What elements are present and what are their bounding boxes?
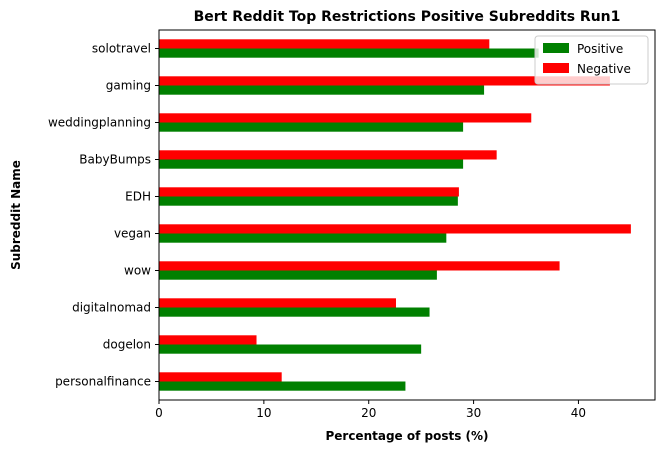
bar-positive-weddingplanning [159, 122, 464, 132]
bar-positive-EDH [159, 196, 458, 206]
x-axis-label: Percentage of posts (%) [325, 429, 488, 443]
bar-negative-digitalnomad [159, 298, 396, 308]
bar-negative-wow [159, 261, 560, 271]
bar-positive-wow [159, 270, 437, 280]
bar-positive-personalfinance [159, 381, 406, 391]
y-tick-label: gaming [106, 79, 151, 93]
bar-negative-solotravel [159, 39, 490, 49]
legend: Positive Negative [534, 35, 649, 85]
x-axis-ticks: 0 10 20 30 40 [155, 400, 586, 420]
bar-negative-gaming [159, 76, 610, 86]
y-tick-label: solotravel [92, 42, 151, 56]
bar-positive-gaming [159, 85, 485, 95]
bar-positive-solotravel [159, 48, 539, 58]
bar-negative-personalfinance [159, 372, 282, 382]
y-tick-label: digitalnomad [72, 301, 151, 315]
bar-positive-dogelon [159, 344, 422, 354]
legend-swatch-positive [543, 43, 569, 53]
bar-positive-vegan [159, 233, 447, 243]
bar-positive-digitalnomad [159, 307, 430, 317]
bar-negative-vegan [159, 224, 631, 234]
legend-swatch-negative [543, 63, 569, 73]
y-axis-label: Subreddit Name [9, 160, 23, 270]
x-tick-label: 20 [361, 406, 376, 420]
bar-negative-BabyBumps [159, 150, 497, 160]
legend-label-positive: Positive [577, 42, 623, 56]
bar-positive-BabyBumps [159, 159, 464, 169]
chart-title: Bert Reddit Top Restrictions Positive Su… [194, 9, 621, 25]
x-tick-label: 0 [155, 406, 163, 420]
y-axis-ticks: solotravel gaming weddingplanning BabyBumps… [48, 42, 159, 389]
x-tick-label: 10 [256, 406, 271, 420]
legend-label-negative: Negative [577, 62, 631, 76]
y-tick-label: dogelon [103, 338, 151, 352]
bar-negative-EDH [159, 187, 459, 197]
bar-negative-weddingplanning [159, 113, 532, 123]
bar-negative-dogelon [159, 335, 257, 345]
x-tick-label: 30 [466, 406, 481, 420]
y-tick-label: weddingplanning [48, 116, 151, 130]
y-tick-label: wow [124, 264, 151, 278]
y-tick-label: EDH [125, 190, 151, 204]
x-tick-label: 40 [571, 406, 586, 420]
y-tick-label: personalfinance [55, 375, 151, 389]
bars-group [159, 39, 631, 391]
y-tick-label: vegan [114, 227, 151, 241]
plot-frame [158, 29, 656, 401]
y-tick-label: BabyBumps [79, 153, 151, 167]
